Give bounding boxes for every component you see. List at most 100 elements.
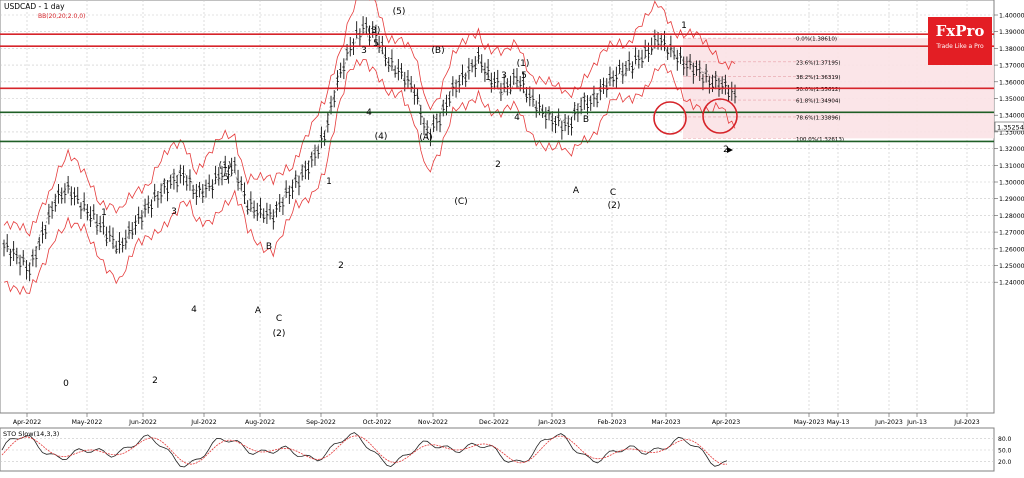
sto-k-line — [1, 432, 728, 468]
x-tick-label: Jun-2023 — [874, 419, 903, 426]
wave-label: 1 — [326, 177, 332, 187]
x-tick-label: Sep-2022 — [306, 419, 336, 426]
x-tick-label: Oct-2022 — [363, 419, 392, 426]
y-tick-label: 1.24000 — [999, 280, 1024, 287]
brand-name: FxPro — [935, 22, 985, 40]
x-tick-label: Jul-2023 — [953, 419, 980, 426]
arrow-marker — [727, 147, 733, 153]
wave-label: 2 — [723, 145, 729, 155]
fib-level-label: 38.2%(1.36319) — [796, 75, 841, 81]
x-tick-label: May-2023 — [794, 419, 825, 426]
x-tick-label: Dec-2022 — [479, 419, 509, 426]
wave-label: B — [266, 242, 272, 252]
brand-tagline: Trade Like a Pro — [936, 43, 984, 50]
stochastic-label: STO Slow(14,3,3) — [3, 430, 59, 438]
wave-label: 2 — [338, 261, 344, 271]
x-tick-label: Jul-2022 — [190, 419, 217, 426]
x-tick-label: Aug-2022 — [245, 419, 275, 426]
x-tick-label: Nov-2022 — [418, 419, 448, 426]
wave-label: C — [610, 188, 616, 198]
fib-level-label: 61.8%(1.34904) — [796, 99, 841, 105]
price-axis: 1.40000 1.39000 1.38000 1.37000 1.36000 1.350… — [994, 13, 1024, 287]
fib-level-label: 23.6%(1.37195) — [796, 60, 841, 66]
y-tick-label: 1.37000 — [999, 63, 1024, 70]
wave-label: (5) — [393, 7, 406, 17]
y-tick-label: 1.32000 — [999, 146, 1024, 153]
wave-label: (C) — [454, 197, 467, 207]
x-tick-label: Mar-2023 — [651, 419, 680, 426]
sto-d-line — [1, 435, 727, 465]
wave-label: (4) — [375, 132, 388, 142]
y-tick-label: 1.29000 — [999, 196, 1024, 203]
x-tick-label: Apr-2023 — [712, 419, 740, 426]
wave-label: 1 — [485, 73, 491, 83]
fib-level-label: 100.0%(1.32613) — [796, 137, 844, 143]
wave-label: 3 — [361, 46, 367, 56]
y-tick-label: 1.34000 — [999, 113, 1024, 120]
chart-title: USDCAD - 1 day — [4, 2, 65, 11]
wave-label: 1 — [101, 208, 107, 218]
x-tick-label: May-2022 — [72, 419, 103, 426]
wave-label: (B) — [431, 46, 444, 56]
wave-label: (2) — [608, 201, 621, 211]
wave-label: 4 — [366, 108, 372, 118]
y-tick-label: 1.25000 — [999, 263, 1024, 270]
x-tick-label: May-13 — [827, 419, 850, 426]
fib-level-label: 50.0%(1.35612) — [796, 87, 841, 93]
highlight-circles — [653, 98, 738, 153]
y-tick-label: 1.35000 — [999, 96, 1024, 103]
y-tick-label: 1.39000 — [999, 29, 1024, 36]
wave-label: (2) — [273, 329, 286, 339]
current-price-label: 1.35254 — [997, 124, 1024, 132]
wave-label: 5 — [223, 173, 229, 183]
fxpro-logo: FxPro Trade Like a Pro — [928, 17, 992, 65]
fib-level-label: 78.6%(1.33896) — [796, 115, 841, 121]
y-tick-label: 1.38000 — [999, 46, 1024, 53]
sto-tick-label: 80.0 — [998, 436, 1012, 443]
highlight-circle — [653, 101, 687, 135]
current-price-tag — [994, 121, 1024, 132]
x-tick-label: Jun-13 — [906, 419, 927, 426]
wave-label: 5 — [373, 39, 379, 49]
y-tick-label: 1.31000 — [999, 163, 1024, 170]
fib-level-label: 0.0%(1.38610) — [796, 37, 837, 43]
wave-label: 4 — [514, 113, 520, 123]
wave-label: A — [255, 306, 262, 316]
x-tick-label: Jun-2022 — [128, 419, 157, 426]
wave-label: 0 — [63, 379, 69, 389]
wave-label: 1 — [681, 21, 687, 31]
wave-label: 5 — [521, 71, 527, 81]
sto-tick-label: 20.0 — [998, 459, 1012, 466]
wave-label: C — [276, 314, 282, 324]
x-tick-label: Jan-2023 — [537, 419, 566, 426]
stochastic-axis: 80.0 50.0 20.0 — [998, 436, 1012, 466]
y-tick-label: 1.36000 — [999, 79, 1024, 86]
wave-label: 3 — [171, 207, 177, 217]
y-tick-label: 1.33000 — [999, 129, 1024, 136]
wave-label: 2 — [495, 160, 501, 170]
x-tick-label: Feb-2023 — [598, 419, 627, 426]
wave-label: (1) — [517, 59, 530, 69]
y-tick-label: 1.27000 — [999, 230, 1024, 237]
wave-label: 2 — [152, 376, 158, 386]
y-tick-label: 1.26000 — [999, 246, 1024, 253]
y-tick-label: 1.40000 — [999, 13, 1024, 20]
wave-label: A — [573, 186, 580, 196]
stochastic-lines — [0, 432, 994, 468]
wave-label: 3 — [501, 71, 507, 81]
bollinger-lower — [3, 58, 736, 296]
wave-label: 4 — [191, 305, 197, 315]
wave-label: (A) — [419, 133, 432, 143]
indicator-label: BB(20,20;2.0,0) — [38, 13, 85, 20]
support-resistance-lines — [0, 33, 994, 143]
wave-label: B — [583, 115, 589, 125]
horizontal-gridlines — [0, 14, 994, 283]
y-tick-label: 1.28000 — [999, 213, 1024, 220]
wave-label: (3) — [368, 26, 381, 36]
x-tick-label: Apr-2022 — [13, 419, 41, 426]
wave-label: (1) — [219, 161, 232, 171]
sto-tick-label: 50.0 — [998, 448, 1012, 455]
